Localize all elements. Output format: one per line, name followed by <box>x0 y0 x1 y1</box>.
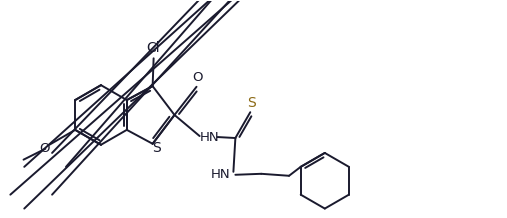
Text: S: S <box>247 96 256 110</box>
Text: O: O <box>192 71 203 84</box>
Text: HN: HN <box>200 131 220 143</box>
Text: S: S <box>152 141 161 155</box>
Text: HN: HN <box>211 168 230 181</box>
Text: Cl: Cl <box>146 41 159 55</box>
Text: O: O <box>39 142 50 155</box>
